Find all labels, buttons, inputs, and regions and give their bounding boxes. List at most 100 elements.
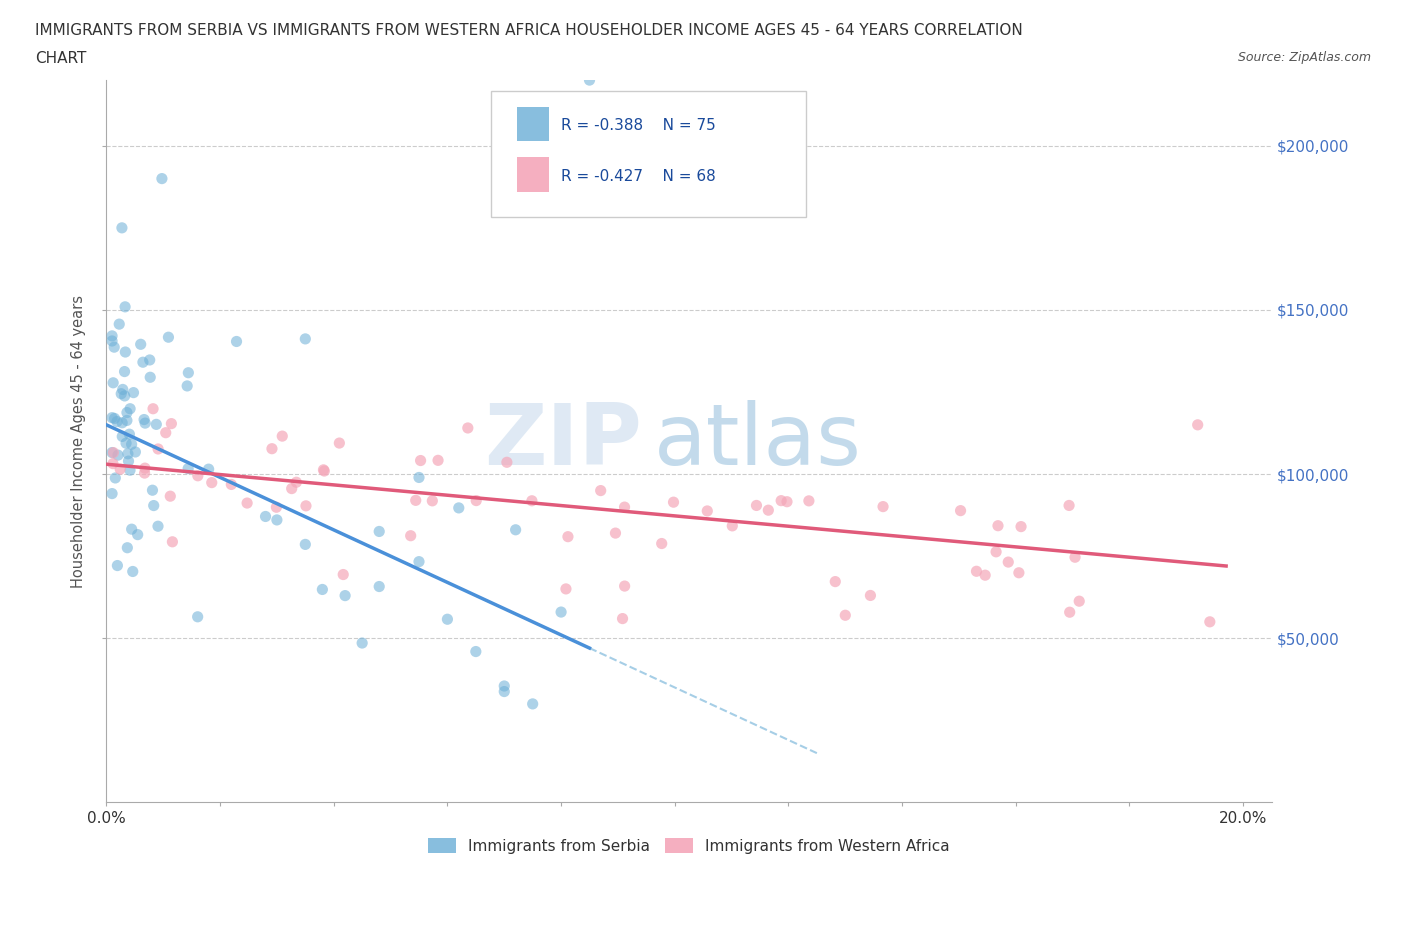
Point [117, 540, 139, 555]
Point [1008, 565, 1031, 580]
Point [101, 457, 124, 472]
Point [122, 385, 145, 400]
Point [974, 567, 997, 582]
Point [108, 317, 131, 332]
Point [984, 544, 1007, 559]
Y-axis label: Householder Income Ages 45 - 64 years: Householder Income Ages 45 - 64 years [72, 295, 86, 588]
Point [104, 471, 127, 485]
Point [103, 445, 125, 460]
Point [1010, 519, 1032, 534]
Point [494, 684, 516, 699]
Point [134, 416, 156, 431]
Point [1069, 593, 1091, 608]
Point [776, 494, 799, 509]
Point [120, 401, 142, 416]
Point [111, 220, 134, 235]
Point [447, 500, 470, 515]
Point [613, 499, 636, 514]
Point [408, 470, 430, 485]
Point [405, 493, 427, 508]
Point [550, 604, 572, 619]
Point [101, 376, 124, 391]
Point [756, 503, 779, 518]
Point [285, 475, 308, 490]
Point [254, 509, 277, 524]
Point [494, 679, 516, 694]
Point [101, 486, 124, 501]
Point [859, 588, 882, 603]
Point [141, 483, 163, 498]
Point [496, 455, 519, 470]
Point [834, 608, 856, 623]
Text: Source: ZipAtlas.com: Source: ZipAtlas.com [1237, 51, 1371, 64]
Point [162, 535, 184, 550]
Text: IMMIGRANTS FROM SERBIA VS IMMIGRANTS FROM WESTERN AFRICA HOUSEHOLDER INCOME AGES: IMMIGRANTS FROM SERBIA VS IMMIGRANTS FRO… [35, 23, 1024, 38]
Point [121, 522, 143, 537]
Point [589, 484, 612, 498]
Point [187, 469, 209, 484]
Point [103, 411, 125, 426]
Point [118, 427, 141, 442]
Point [651, 536, 673, 551]
Point [114, 345, 136, 360]
Point [696, 503, 718, 518]
Point [134, 466, 156, 481]
Point [160, 417, 183, 432]
Point [260, 441, 283, 456]
Point [294, 331, 316, 346]
Point [1057, 498, 1080, 512]
Point [662, 495, 685, 510]
Legend: Immigrants from Serbia, Immigrants from Western Africa: Immigrants from Serbia, Immigrants from … [422, 831, 956, 859]
Point [132, 354, 155, 369]
Point [408, 554, 430, 569]
Point [271, 429, 294, 444]
Point [111, 429, 134, 444]
Point [797, 494, 820, 509]
Point [409, 453, 432, 468]
Point [294, 537, 316, 551]
Point [201, 475, 224, 490]
Point [824, 574, 846, 589]
Point [146, 519, 169, 534]
Text: R = -0.427    N = 68: R = -0.427 N = 68 [561, 168, 716, 183]
Point [1064, 550, 1087, 565]
Point [612, 611, 634, 626]
Point [127, 527, 149, 542]
Point [115, 436, 138, 451]
Point [578, 73, 600, 87]
Point [118, 463, 141, 478]
Point [177, 365, 200, 380]
Point [176, 379, 198, 393]
Point [613, 578, 636, 593]
Text: CHART: CHART [35, 51, 87, 66]
Point [139, 370, 162, 385]
Point [314, 463, 336, 478]
Point [101, 328, 124, 343]
Point [117, 454, 139, 469]
Point [1187, 418, 1209, 432]
Point [121, 437, 143, 452]
Text: atlas: atlas [654, 400, 862, 483]
Point [236, 496, 259, 511]
Point [745, 498, 768, 512]
Point [520, 493, 543, 508]
Point [177, 461, 200, 476]
Point [132, 412, 155, 427]
Point [110, 386, 132, 401]
Point [332, 567, 354, 582]
Point [114, 389, 136, 404]
Point [420, 494, 443, 509]
Point [266, 499, 288, 514]
Point [101, 445, 124, 460]
Point [399, 528, 422, 543]
Point [111, 416, 134, 431]
Point [111, 382, 134, 397]
Point [328, 435, 350, 450]
Text: R = -0.388    N = 75: R = -0.388 N = 75 [561, 118, 716, 133]
Point [333, 588, 356, 603]
Point [134, 460, 156, 475]
Point [124, 445, 146, 459]
Point [105, 558, 128, 573]
Point [107, 447, 129, 462]
Point [872, 499, 894, 514]
